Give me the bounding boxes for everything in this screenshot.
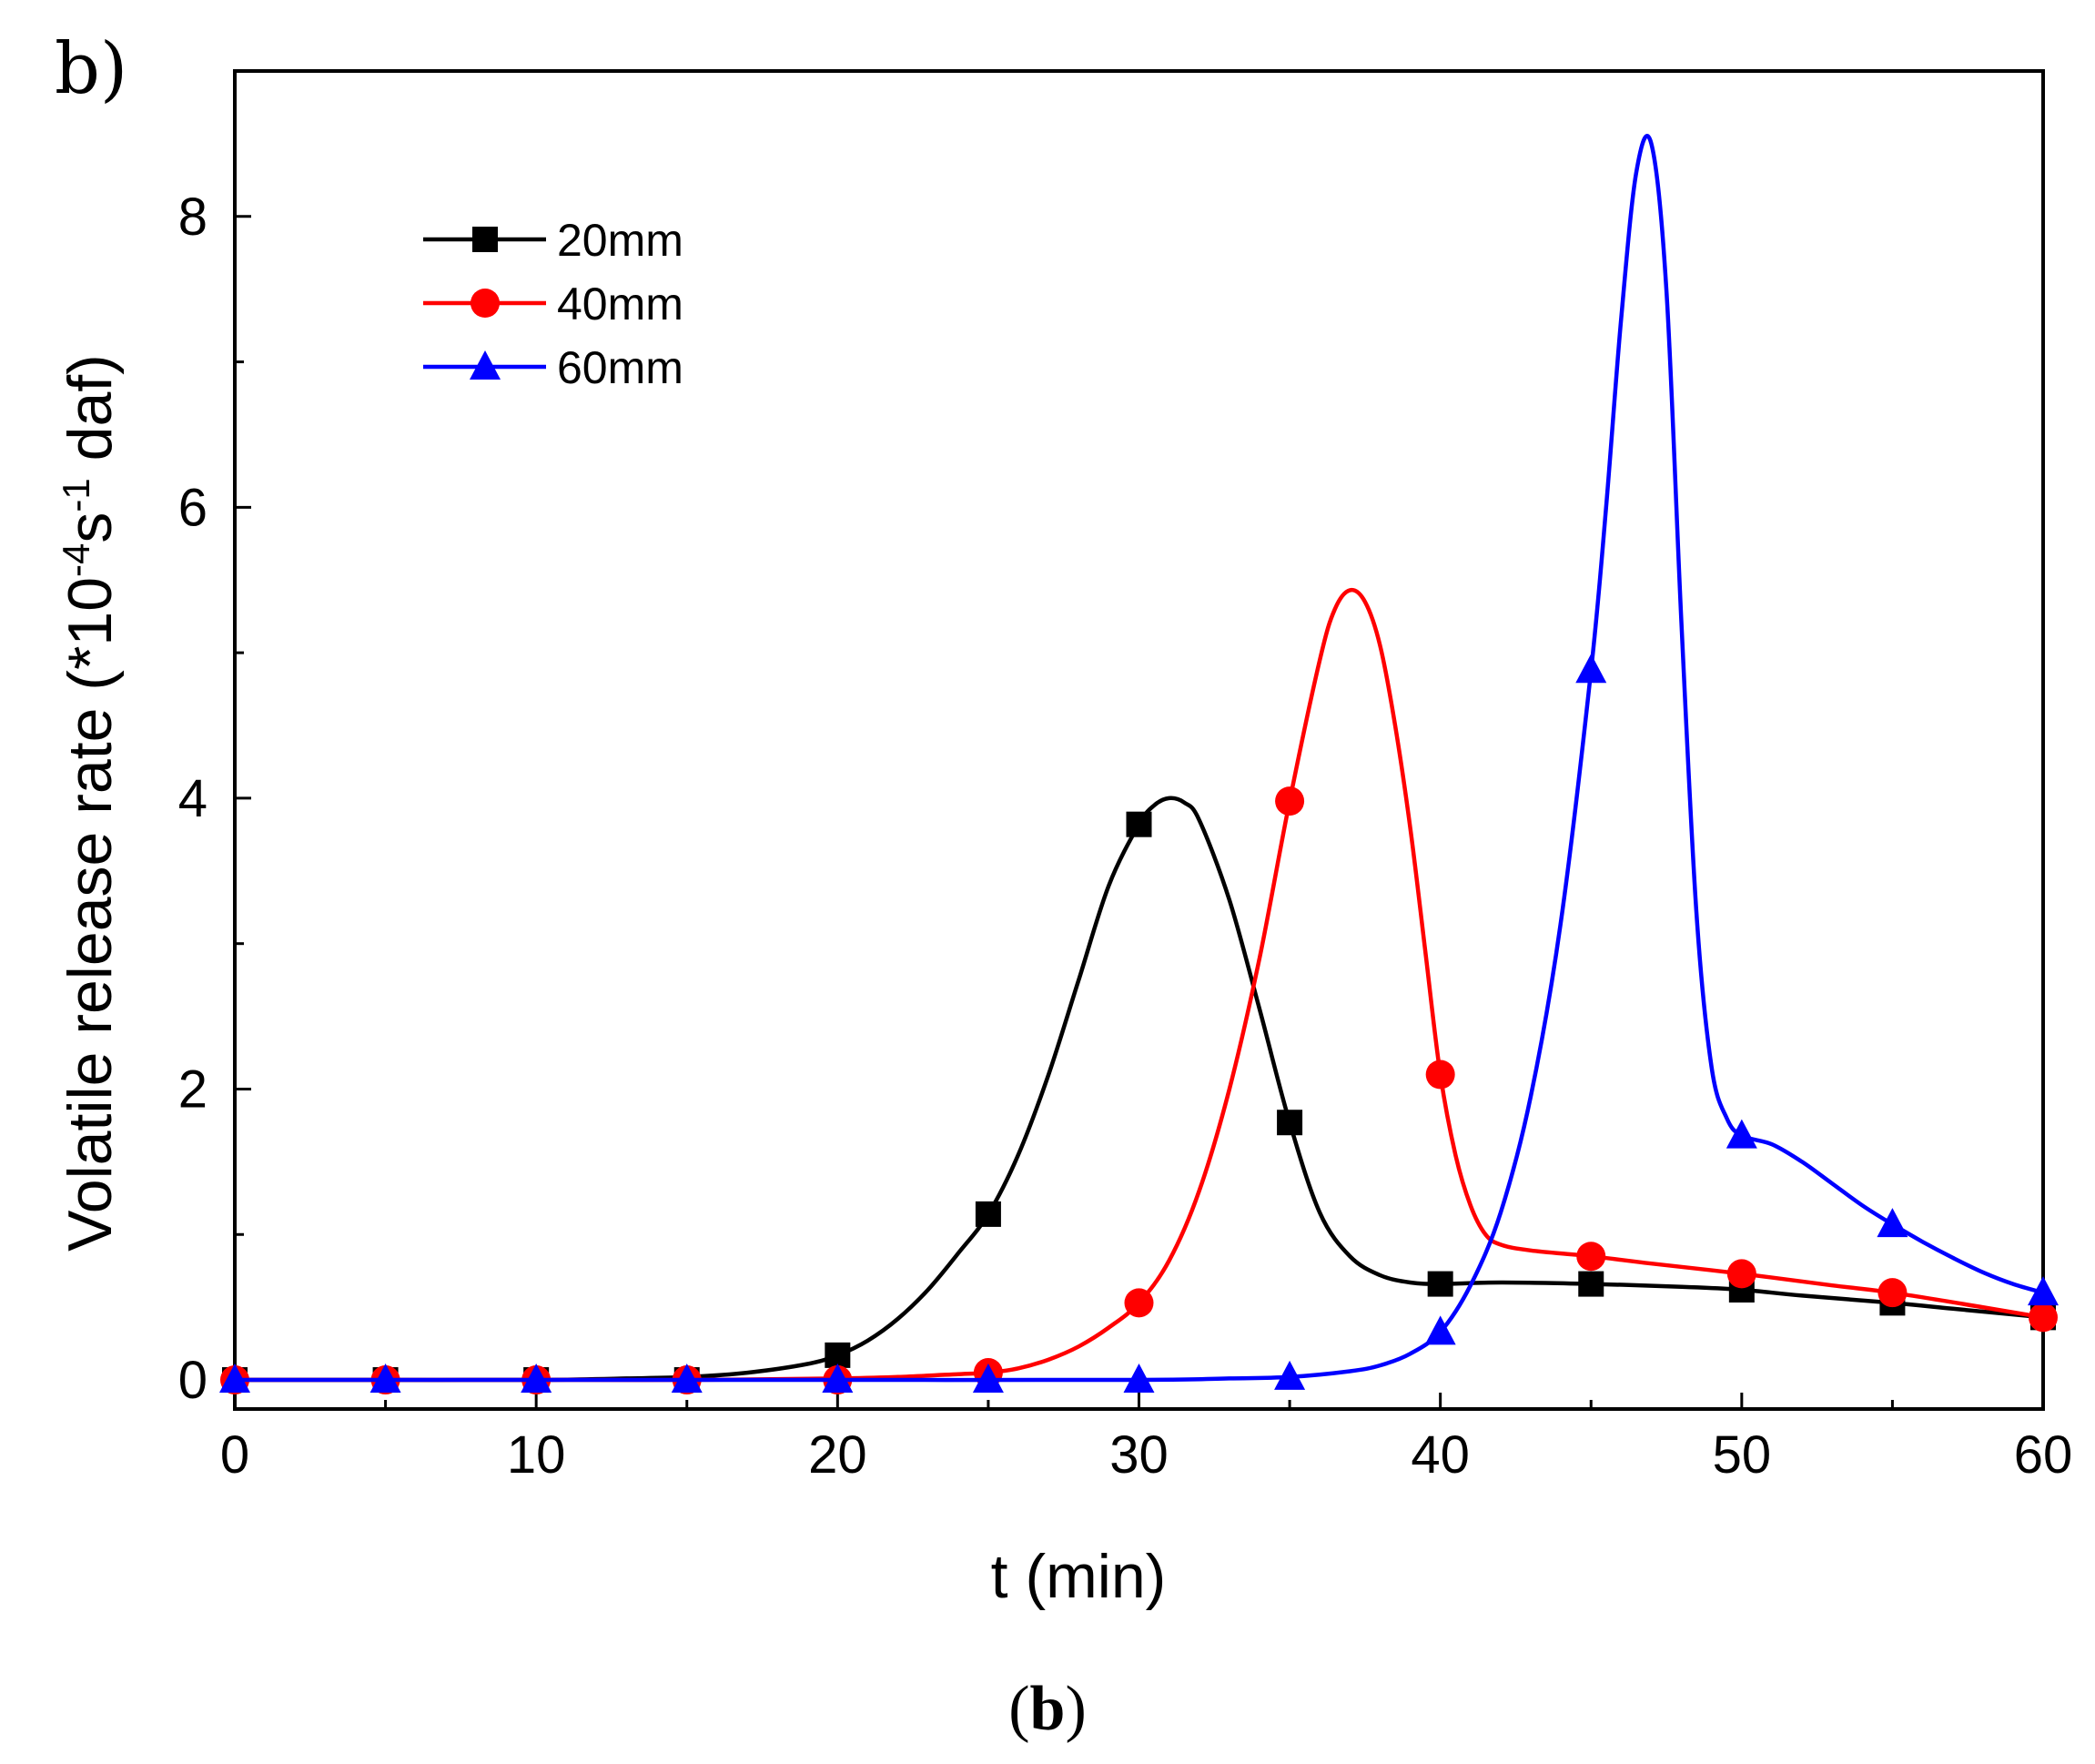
series-40mm (220, 587, 2058, 1395)
data-point-40mm (1275, 786, 1305, 816)
legend: 20mm 40mm 60mm (423, 215, 683, 393)
legend-label-40mm: 40mm (557, 279, 683, 329)
y-title-suffix: daf) (56, 354, 125, 478)
legend-item-40mm: 40mm (423, 279, 683, 329)
y-tick-label: 0 (178, 1351, 207, 1410)
data-point-40mm (2029, 1303, 2058, 1333)
data-point-40mm (1726, 1259, 1756, 1289)
data-point-60mm (1575, 654, 1607, 684)
y-tick-label: 2 (178, 1059, 207, 1119)
y-title-prefix: Volatile release rate (*10 (56, 577, 125, 1252)
plot-frame (233, 69, 2045, 1411)
figure-caption: (b) (1008, 1674, 1087, 1744)
legend-marker-40mm (471, 289, 500, 318)
series-60mm (219, 134, 2059, 1394)
data-point-60mm (1726, 1119, 1757, 1149)
legend-item-20mm: 20mm (423, 215, 683, 266)
legend-label-20mm: 20mm (557, 215, 683, 266)
data-point-20mm (1578, 1271, 1604, 1297)
data-point-60mm (972, 1364, 1004, 1394)
data-point-40mm (1124, 1288, 1154, 1318)
data-point-60mm (1424, 1315, 1456, 1345)
x-tick-label: 60 (2014, 1425, 2073, 1485)
caption-letter: b (1030, 1674, 1066, 1744)
series-line-40mm (234, 587, 2044, 1383)
data-point-60mm (822, 1364, 854, 1394)
x-axis-title: t (min) (991, 1542, 1167, 1611)
y-tick-label: 6 (178, 478, 207, 537)
x-tick-label: 50 (1713, 1425, 1772, 1485)
x-tick-label: 30 (1109, 1425, 1169, 1485)
caption-close: ) (1065, 1674, 1086, 1744)
legend-item-60mm: 60mm (423, 342, 683, 393)
data-point-60mm (1877, 1208, 1908, 1238)
data-point-20mm (1277, 1110, 1303, 1136)
data-point-60mm (1274, 1360, 1306, 1390)
x-tick-label: 10 (507, 1425, 566, 1485)
legend-marker-20mm (472, 227, 498, 252)
y-title-exp1: -4 (55, 543, 97, 577)
data-point-20mm (1427, 1271, 1453, 1297)
legend-label-60mm: 60mm (557, 342, 683, 393)
data-point-60mm (369, 1364, 401, 1394)
y-tick-labels: 0 2 4 6 8 (178, 188, 207, 1410)
series-line-60mm (234, 134, 2044, 1383)
y-title-exp2: -1 (55, 478, 97, 512)
data-point-60mm (219, 1364, 250, 1394)
panel-label: b) (55, 28, 127, 110)
plot-area (219, 134, 2059, 1395)
caption-open: ( (1008, 1674, 1029, 1744)
y-title-mid: s (56, 512, 125, 543)
x-tick-labels: 0 10 20 30 40 50 60 (220, 1425, 2072, 1485)
legend-marker-60mm (470, 350, 501, 380)
y-tick-label: 4 (178, 769, 207, 828)
x-tick-label: 20 (808, 1425, 867, 1485)
data-point-40mm (1425, 1059, 1455, 1090)
data-point-60mm (1123, 1364, 1155, 1394)
x-tick-label: 0 (220, 1425, 249, 1485)
data-point-60mm (521, 1364, 552, 1394)
data-point-40mm (1877, 1278, 1908, 1308)
y-tick-label: 8 (178, 188, 207, 247)
data-point-40mm (1576, 1242, 1606, 1272)
data-point-20mm (975, 1201, 1001, 1227)
x-tick-label: 40 (1411, 1425, 1470, 1485)
data-point-60mm (671, 1364, 703, 1394)
data-point-60mm (2028, 1276, 2059, 1306)
data-point-20mm (1126, 811, 1152, 837)
y-axis-title: Volatile release rate (*10-4s-1 daf) (55, 354, 125, 1252)
